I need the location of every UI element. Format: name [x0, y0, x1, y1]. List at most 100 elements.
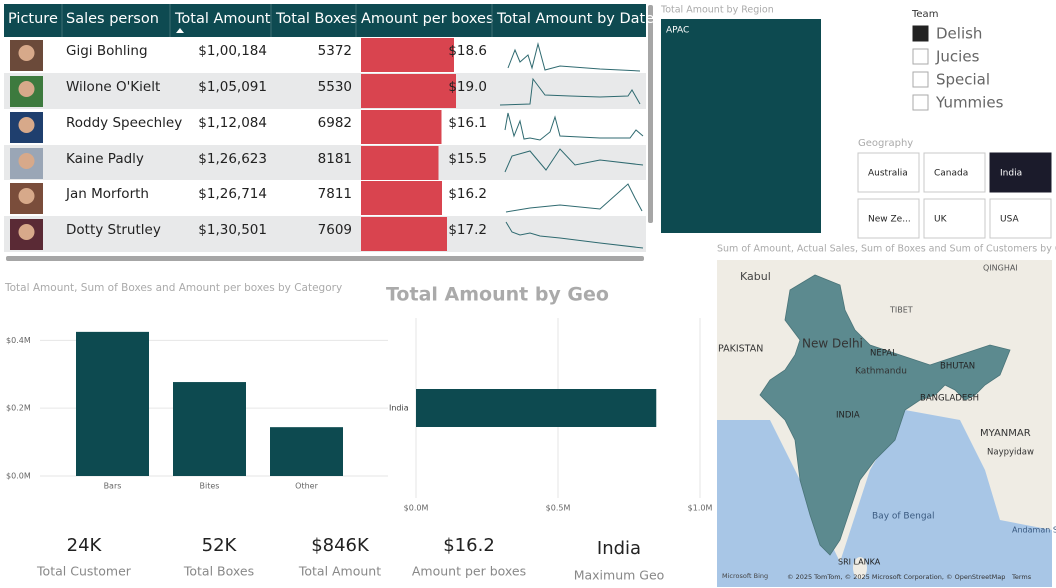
map-india — [759, 274, 1011, 556]
card-value: 24K — [67, 535, 103, 556]
total-amount: $1,30,501 — [198, 222, 267, 238]
checkbox[interactable] — [912, 94, 929, 111]
slicer-button[interactable] — [989, 198, 1052, 239]
avatar-face — [18, 45, 35, 61]
x-tick-label: Other — [295, 482, 318, 491]
amount-per-box: $18.6 — [448, 43, 487, 59]
card-label: Total Customer — [36, 564, 132, 579]
map-label: Naypyidaw — [987, 448, 1034, 458]
table-header — [4, 4, 646, 37]
column-header: Sales person — [66, 11, 159, 27]
card-value: India — [597, 538, 641, 559]
slicer-button-label: UK — [934, 215, 948, 225]
slicer-button[interactable] — [923, 198, 986, 239]
avatar-face — [18, 117, 35, 133]
slicer-title: Geography — [858, 138, 913, 149]
scrollbar[interactable] — [6, 256, 644, 261]
map-label: Kathmandu — [855, 367, 907, 377]
data-bar — [361, 181, 442, 215]
map-sea — [717, 410, 1052, 587]
slicer-button[interactable] — [989, 152, 1052, 193]
amount-per-box: $19.0 — [448, 79, 487, 95]
total-amount: $1,26,623 — [198, 151, 267, 167]
data-bar — [361, 110, 442, 144]
slicer-button[interactable] — [857, 152, 920, 193]
map-sri-lanka — [853, 557, 867, 579]
avatar-face — [18, 224, 35, 240]
map-label: Andaman Sea — [1012, 526, 1056, 535]
scrollbar[interactable] — [648, 5, 653, 223]
map-logo: Microsoft Bing — [722, 572, 768, 580]
column-header: Total Amount — [174, 11, 271, 27]
total-amount: $1,12,084 — [198, 115, 267, 131]
total-boxes: 5372 — [318, 43, 352, 59]
map — [717, 260, 1052, 587]
checkbox[interactable] — [912, 48, 929, 65]
map-label: BHUTAN — [940, 362, 975, 372]
sales-person: Gigi Bohling — [66, 43, 148, 59]
bar — [76, 331, 149, 476]
slicer-button-label: India — [1000, 169, 1022, 179]
map-label: NEPAL — [870, 349, 897, 359]
y-tick-label: $0.0M — [6, 472, 31, 481]
total-amount: $1,26,714 — [198, 186, 267, 202]
avatar-face — [18, 153, 35, 169]
map-label: QINGHAI — [983, 264, 1018, 273]
treemap-label: APAC — [666, 26, 689, 36]
bar — [270, 427, 343, 476]
slicer-button-label: USA — [1000, 215, 1019, 225]
checkbox[interactable] — [912, 71, 929, 88]
column-header: Amount per boxes — [361, 11, 494, 27]
slicer-button-label: New Ze... — [868, 215, 911, 225]
amount-per-box: $16.1 — [448, 115, 487, 131]
sparkline — [504, 148, 644, 173]
slicer-button[interactable] — [857, 198, 920, 239]
amount-per-box: $16.2 — [448, 186, 487, 202]
card-value: $846K — [311, 535, 370, 556]
row-band — [4, 216, 646, 252]
sparkline — [504, 112, 644, 141]
sales-person: Dotty Strutley — [66, 222, 161, 238]
map-terms: Terms — [1011, 573, 1032, 581]
sparkline — [499, 77, 641, 106]
sort-arrow[interactable] — [176, 28, 184, 33]
sparklines — [499, 42, 644, 249]
sparkline — [507, 42, 641, 72]
sparkline — [505, 221, 644, 249]
column-header: Total Boxes — [275, 11, 357, 27]
card-label: Amount per boxes — [412, 564, 526, 579]
slicer-title: Team — [911, 9, 938, 20]
slicer-button-label: Australia — [868, 169, 908, 179]
slicer-item: Jucies — [935, 48, 980, 66]
y-tick-label: India — [389, 404, 409, 413]
treemap-title: Total Amount by Region — [660, 5, 774, 16]
map-copyright: © 2025 TomTom, © 2025 Microsoft Corporat… — [787, 573, 1005, 581]
slicer-button[interactable] — [923, 152, 986, 193]
card-value: 52K — [202, 535, 238, 556]
x-tick-label: Bars — [104, 482, 122, 491]
data-bar — [361, 146, 439, 180]
data-bar — [361, 217, 447, 251]
card-label: Total Boxes — [183, 564, 254, 579]
map-label: SRI LANKA — [838, 558, 881, 567]
total-amount: $1,00,184 — [198, 43, 267, 59]
map-label: MYANMAR — [980, 428, 1031, 439]
map-label: Kabul — [740, 270, 771, 283]
sparkline — [505, 183, 643, 213]
total-boxes: 6982 — [318, 115, 352, 131]
map-label: INDIA — [836, 411, 860, 421]
treemap-tile[interactable] — [661, 19, 821, 233]
checkbox[interactable] — [912, 25, 929, 42]
slicer-item: Special — [936, 71, 990, 89]
bar — [416, 389, 657, 427]
sales-person: Kaine Padly — [66, 151, 144, 167]
chart-title: Total Amount, Sum of Boxes and Amount pe… — [4, 282, 342, 294]
x-tick-label: Bites — [200, 482, 220, 491]
card-label: Total Amount — [298, 564, 381, 579]
map-label: BANGLADESH — [920, 394, 979, 404]
avatar-face — [18, 188, 35, 204]
data-bar — [361, 38, 454, 72]
amount-per-box: $17.2 — [448, 222, 487, 238]
row-band — [4, 145, 646, 180]
